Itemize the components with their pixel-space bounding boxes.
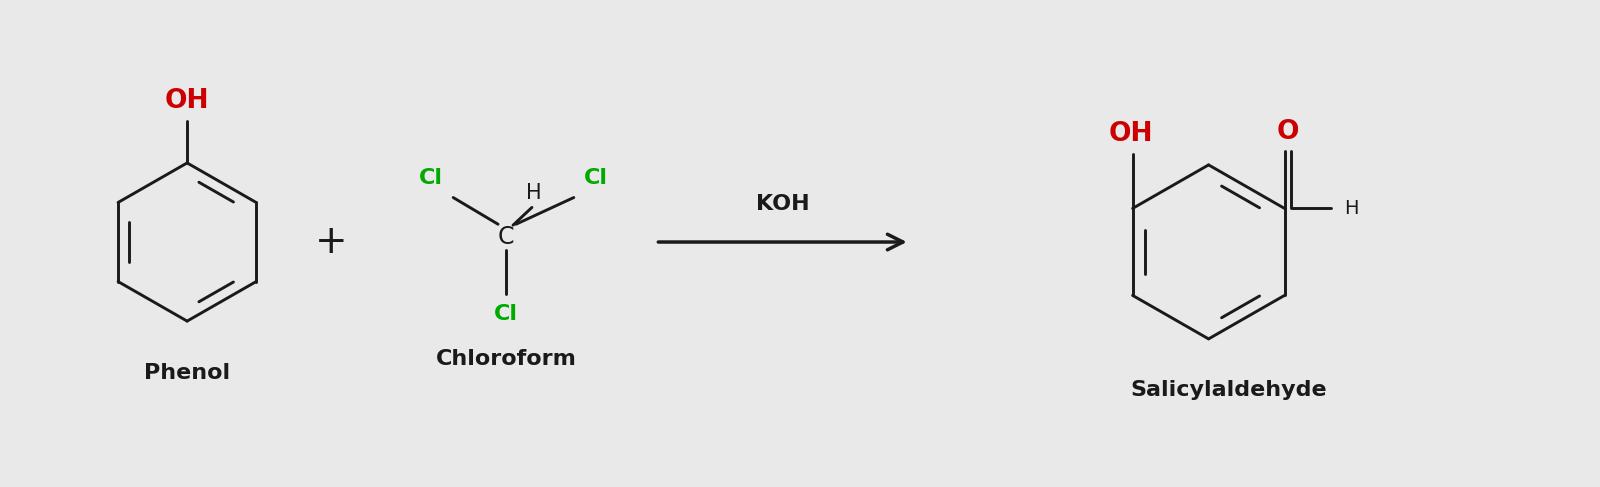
Text: OH: OH [1109,121,1154,147]
Text: H: H [526,183,542,203]
Text: Chloroform: Chloroform [435,349,576,369]
Text: O: O [1277,119,1299,145]
Text: Phenol: Phenol [144,363,230,383]
Text: Cl: Cl [419,168,443,188]
Text: +: + [315,223,347,261]
Text: OH: OH [165,88,210,113]
Text: C: C [498,225,514,249]
Text: H: H [1344,199,1358,218]
Text: Cl: Cl [584,168,608,188]
Text: Salicylaldehyde: Salicylaldehyde [1130,380,1326,400]
Text: KOH: KOH [755,194,810,214]
Text: Cl: Cl [494,304,518,324]
